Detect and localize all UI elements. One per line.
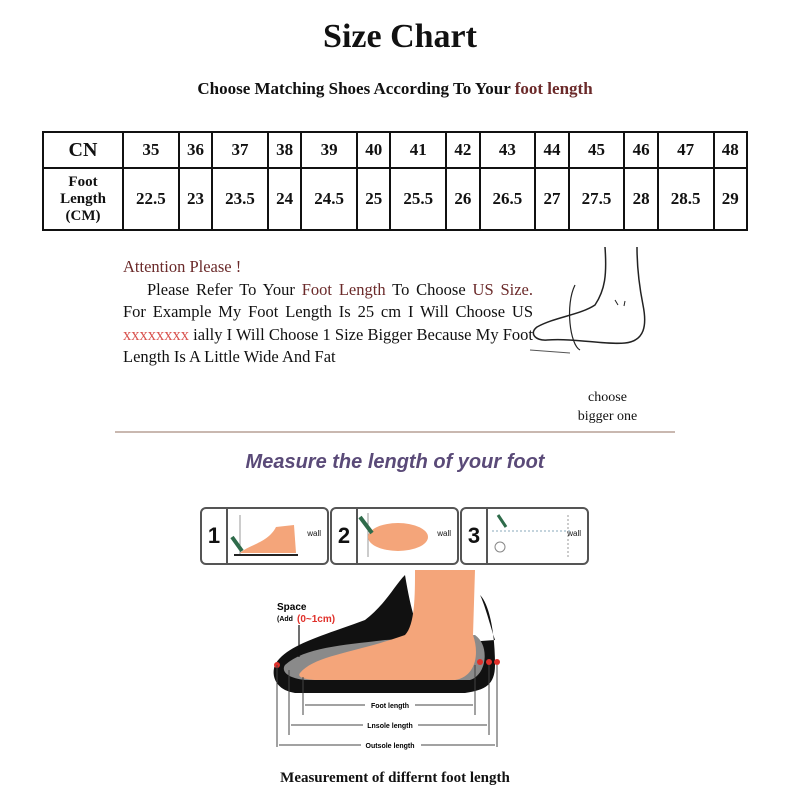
foot-side-icon <box>230 515 298 556</box>
attention-note: Attention Please ! Please Refer To Your … <box>123 256 533 369</box>
cn-size-cell: 41 <box>389 131 448 169</box>
cn-size-cell: 47 <box>656 131 715 169</box>
step-2-panel: 2 wall <box>330 507 459 565</box>
foot-length-cell: 26.5 <box>478 167 537 231</box>
foot-length-cell: 29 <box>712 167 749 231</box>
foot-length-cell: 27.5 <box>567 167 626 231</box>
foot-shape <box>299 570 476 680</box>
ruler-icon <box>492 514 572 557</box>
insole-length-label: Lnsole length <box>367 723 413 730</box>
subtitle: Choose Matching Shoes According To Your … <box>0 79 790 99</box>
foot-length-cell: 24.5 <box>300 167 359 231</box>
measure-heading: Measure the length of your foot <box>245 451 545 473</box>
page-title: Size Chart <box>323 18 477 55</box>
wall-label: wall <box>567 529 581 538</box>
cn-size-cell: 44 <box>534 131 570 169</box>
foot-length-cell: 25.5 <box>389 167 448 231</box>
shoe-diagram: Foot length Lnsole length Outsole length… <box>273 570 500 750</box>
text: Foot Length <box>301 279 386 299</box>
foot-length-label: Foot length <box>371 703 409 710</box>
outsole-length-label: Outsole length <box>366 743 415 750</box>
cn-size-cell: 48 <box>712 131 749 169</box>
header-line: Length <box>60 190 106 207</box>
foot-length-cell: 24 <box>266 167 303 231</box>
text: ially I Will Choose 1 Size Bigger Becaus… <box>123 324 533 367</box>
cn-size-cell: 37 <box>211 131 269 169</box>
text: bigger one <box>577 409 638 424</box>
space-label: Space <box>277 602 307 613</box>
foot-length-cell: 26 <box>445 167 481 231</box>
foot-length-cell: 28 <box>623 167 659 231</box>
attention-heading: Attention Please ! <box>123 257 242 276</box>
header-line: Foot <box>68 173 98 190</box>
choose-bigger-note: choose bigger one <box>565 388 650 426</box>
size-table: CN 35 36 37 38 39 40 41 42 43 44 45 46 47 48 Foot Lengt… <box>42 131 749 231</box>
foot-length-cell: 25 <box>356 167 392 231</box>
cn-size-cell: 39 <box>300 131 359 169</box>
foot-length-cell: 22.5 <box>122 167 180 231</box>
text: For Example My Foot Length Is 25 cm I Wi… <box>123 302 533 321</box>
text: To Choose <box>385 279 473 299</box>
step-number: 2 <box>332 509 358 563</box>
cn-row: CN 35 36 37 38 39 40 41 42 43 44 45 46 47 48 <box>42 131 749 169</box>
cn-size-cell: 43 <box>478 131 537 169</box>
space-add-label: (Add <box>277 616 293 623</box>
foot-length-cell: 23.5 <box>211 167 269 231</box>
wall-label: wall <box>307 529 321 538</box>
space-range-label: (0~1cm) <box>297 614 335 625</box>
cn-header: CN <box>42 131 124 169</box>
foot-length-header: Foot Length (CM) <box>42 167 124 231</box>
divider <box>115 431 675 433</box>
wall-label: wall <box>437 529 451 538</box>
text: Please Refer To Your <box>147 279 302 299</box>
cn-size-cell: 46 <box>623 131 659 169</box>
caption: Measurement of differnt foot length <box>280 770 510 786</box>
step-1-panel: 1 wall <box>200 507 329 565</box>
step-number: 1 <box>202 509 228 563</box>
foot-length-row: Foot Length (CM) 22.5 23 23.5 24 24.5 25 25.5 26 26… <box>42 167 749 231</box>
text: choose <box>588 390 627 405</box>
cn-size-cell: 35 <box>122 131 180 169</box>
foot-length-cell: 28.5 <box>656 167 715 231</box>
subtitle-highlight: foot length <box>514 79 593 98</box>
foot-top-icon <box>358 513 428 557</box>
attention-body: Please Refer To Your Foot Length To Choo… <box>123 279 533 369</box>
cn-size-cell: 40 <box>356 131 392 169</box>
step-3-panel: 3 wall <box>460 507 589 565</box>
foot-length-cell: 23 <box>177 167 214 231</box>
cn-size-cell: 42 <box>445 131 481 169</box>
step-number: 3 <box>462 509 488 563</box>
cn-size-cell: 36 <box>177 131 214 169</box>
text: xxxxxxxx <box>123 324 189 344</box>
subtitle-text: Choose Matching Shoes According To Your <box>197 79 515 98</box>
header-line: (CM) <box>65 207 101 224</box>
foot-length-cell: 27 <box>534 167 570 231</box>
text: US Size. <box>472 279 534 299</box>
cn-size-cell: 38 <box>266 131 303 169</box>
cn-size-cell: 45 <box>567 131 626 169</box>
foot-sketch-icon <box>529 246 646 354</box>
